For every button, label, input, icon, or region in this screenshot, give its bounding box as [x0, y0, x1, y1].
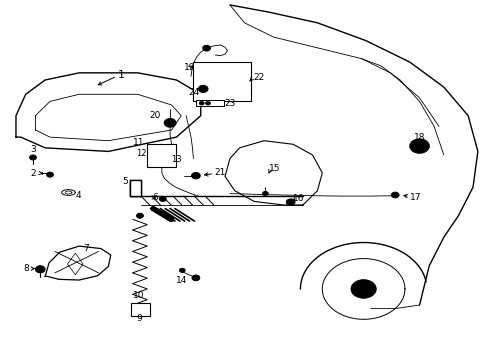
Circle shape: [205, 102, 210, 105]
Text: 16: 16: [292, 194, 304, 203]
Circle shape: [350, 280, 375, 298]
Text: 8: 8: [24, 264, 30, 273]
Circle shape: [286, 199, 294, 205]
Text: 17: 17: [409, 193, 421, 202]
Text: 1: 1: [118, 69, 125, 80]
Circle shape: [202, 45, 210, 51]
Circle shape: [198, 85, 207, 93]
Circle shape: [136, 306, 143, 311]
Circle shape: [35, 266, 45, 273]
Text: 7: 7: [83, 244, 89, 253]
Bar: [131, 303, 149, 316]
Text: 2: 2: [31, 169, 36, 178]
Text: 5: 5: [122, 177, 127, 186]
Text: 24: 24: [188, 88, 199, 97]
Circle shape: [262, 192, 268, 196]
Bar: [130, 180, 141, 196]
Circle shape: [136, 213, 143, 218]
Circle shape: [159, 197, 166, 202]
Text: 4: 4: [75, 190, 81, 199]
Circle shape: [199, 102, 203, 105]
Circle shape: [390, 192, 398, 198]
Circle shape: [191, 172, 200, 179]
Text: 6: 6: [152, 193, 158, 202]
Text: 22: 22: [253, 73, 264, 82]
Circle shape: [409, 139, 428, 153]
Text: 10: 10: [133, 291, 144, 300]
Bar: [147, 144, 176, 167]
Text: 18: 18: [413, 133, 425, 142]
Text: 11: 11: [133, 138, 144, 147]
Circle shape: [164, 118, 176, 127]
Circle shape: [167, 121, 173, 125]
Text: 12: 12: [136, 149, 146, 158]
Circle shape: [414, 143, 424, 150]
Circle shape: [30, 155, 36, 160]
Bar: [196, 100, 224, 107]
Bar: [130, 180, 141, 196]
Text: 3: 3: [30, 145, 36, 154]
Text: 13: 13: [170, 155, 181, 164]
Text: 23: 23: [224, 99, 235, 108]
Text: 19: 19: [183, 63, 195, 72]
Text: 14: 14: [175, 275, 186, 284]
Circle shape: [192, 275, 200, 281]
Circle shape: [46, 172, 53, 177]
Circle shape: [179, 268, 185, 273]
Bar: [193, 62, 250, 102]
Text: 9: 9: [136, 314, 142, 323]
Text: 20: 20: [149, 111, 161, 120]
Text: 15: 15: [268, 164, 280, 173]
Text: 21: 21: [214, 168, 225, 177]
